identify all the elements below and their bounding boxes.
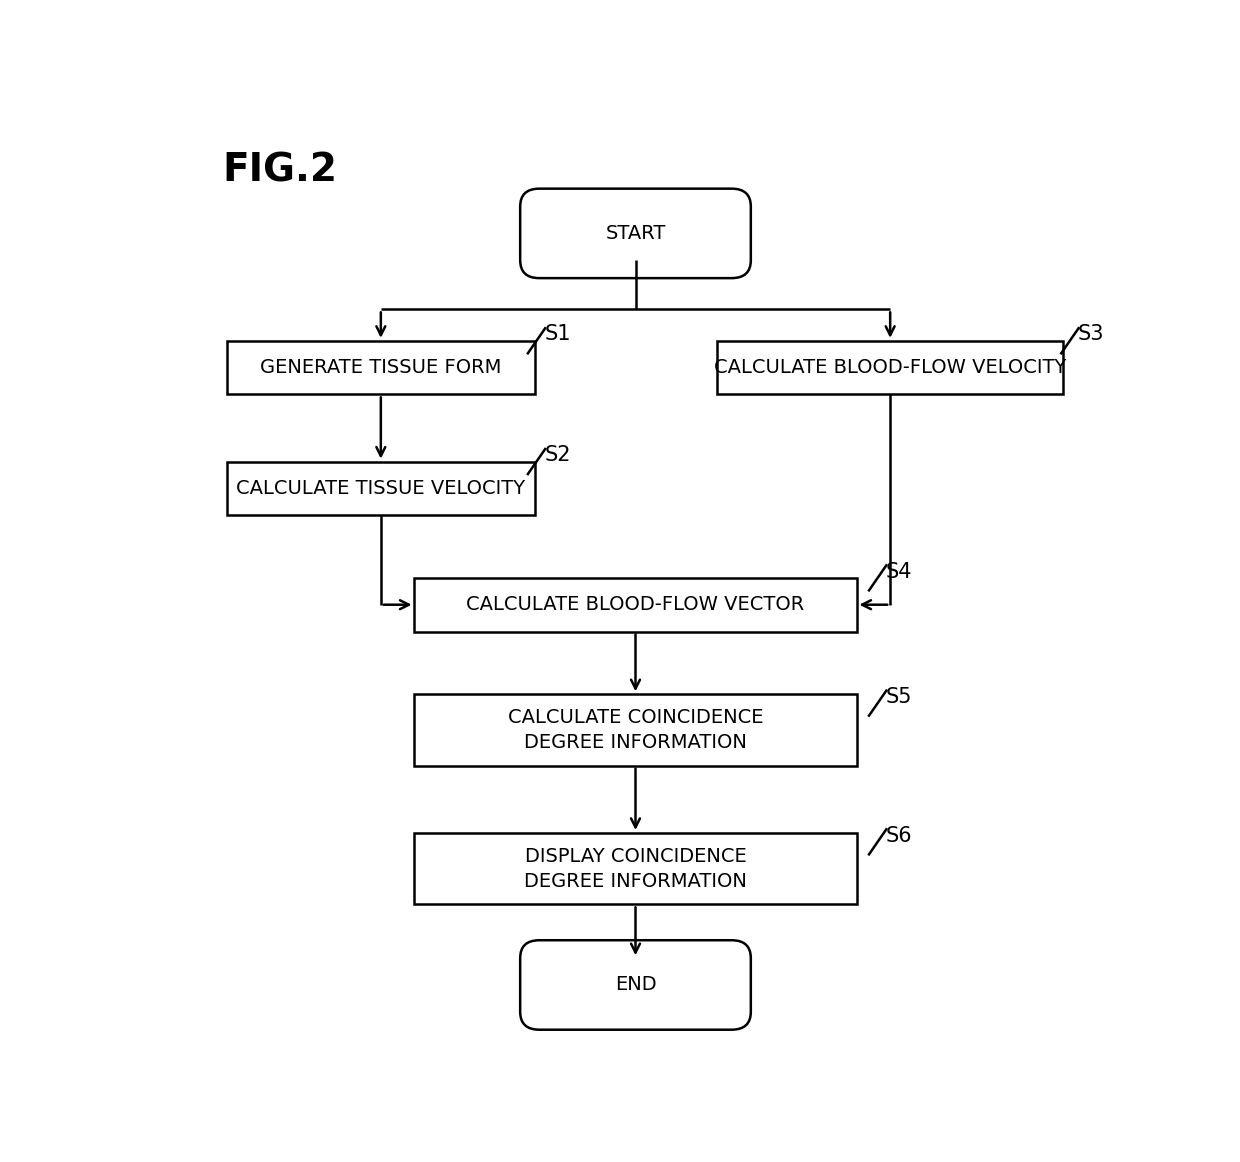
FancyBboxPatch shape bbox=[414, 833, 857, 904]
Text: S3: S3 bbox=[1078, 324, 1104, 344]
FancyBboxPatch shape bbox=[414, 694, 857, 766]
Text: START: START bbox=[605, 224, 666, 243]
Text: S1: S1 bbox=[544, 324, 570, 344]
FancyBboxPatch shape bbox=[521, 188, 751, 278]
Text: CALCULATE BLOOD-FLOW VECTOR: CALCULATE BLOOD-FLOW VECTOR bbox=[466, 595, 805, 615]
Text: FIG.2: FIG.2 bbox=[222, 152, 337, 189]
FancyBboxPatch shape bbox=[717, 340, 1063, 394]
FancyBboxPatch shape bbox=[521, 940, 751, 1030]
Text: GENERATE TISSUE FORM: GENERATE TISSUE FORM bbox=[260, 358, 501, 378]
FancyBboxPatch shape bbox=[414, 578, 857, 632]
Text: S2: S2 bbox=[544, 445, 570, 465]
Text: END: END bbox=[615, 975, 656, 995]
Text: S5: S5 bbox=[885, 687, 911, 706]
Text: CALCULATE COINCIDENCE
DEGREE INFORMATION: CALCULATE COINCIDENCE DEGREE INFORMATION bbox=[507, 708, 764, 752]
FancyBboxPatch shape bbox=[227, 340, 534, 394]
Text: DISPLAY COINCIDENCE
DEGREE INFORMATION: DISPLAY COINCIDENCE DEGREE INFORMATION bbox=[525, 847, 746, 890]
Text: CALCULATE BLOOD-FLOW VELOCITY: CALCULATE BLOOD-FLOW VELOCITY bbox=[714, 358, 1066, 378]
Text: S4: S4 bbox=[885, 561, 911, 582]
Text: CALCULATE TISSUE VELOCITY: CALCULATE TISSUE VELOCITY bbox=[237, 479, 526, 497]
FancyBboxPatch shape bbox=[227, 461, 534, 515]
Text: S6: S6 bbox=[885, 825, 911, 846]
